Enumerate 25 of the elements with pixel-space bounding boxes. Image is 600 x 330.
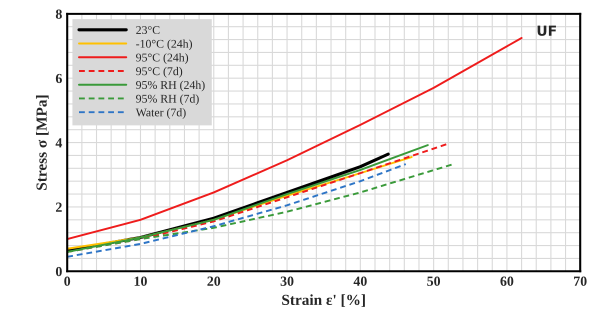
x-tick-label: 0	[64, 276, 70, 286]
y-tick-label: 6	[56, 74, 62, 84]
y-tick-label: 0	[56, 266, 62, 276]
x-tick-label: 70	[574, 276, 587, 286]
line-series	[67, 37, 523, 240]
y-tick-label: 4	[56, 138, 62, 148]
x-axis-title: Strain ε' [%]	[282, 294, 365, 307]
y-tick-label: 8	[56, 9, 62, 19]
legend-label: 95% RH (7d)	[136, 94, 199, 106]
annotation: UF	[538, 26, 556, 36]
y-tick-label: 2	[56, 202, 62, 212]
x-tick-label: 10	[134, 276, 147, 286]
legend-label: 95°C (7d)	[136, 66, 182, 78]
y-axis-title: Stress σ [MPa]	[36, 96, 49, 190]
legend-label: 95% RH (24h)	[136, 80, 205, 92]
x-tick-label: 30	[280, 276, 294, 286]
x-tick-label: 50	[427, 276, 440, 286]
x-tick-label: 60	[500, 276, 514, 286]
legend-label: 95°C (24h)	[136, 53, 188, 64]
legend-label: Water (7d)	[136, 108, 186, 119]
x-tick-label: 40	[354, 276, 367, 286]
line-series	[67, 163, 407, 258]
legend-label: 23°C	[136, 26, 160, 34]
legend-label: -10°C (24h)	[136, 39, 192, 50]
x-tick-label: 20	[207, 276, 220, 286]
